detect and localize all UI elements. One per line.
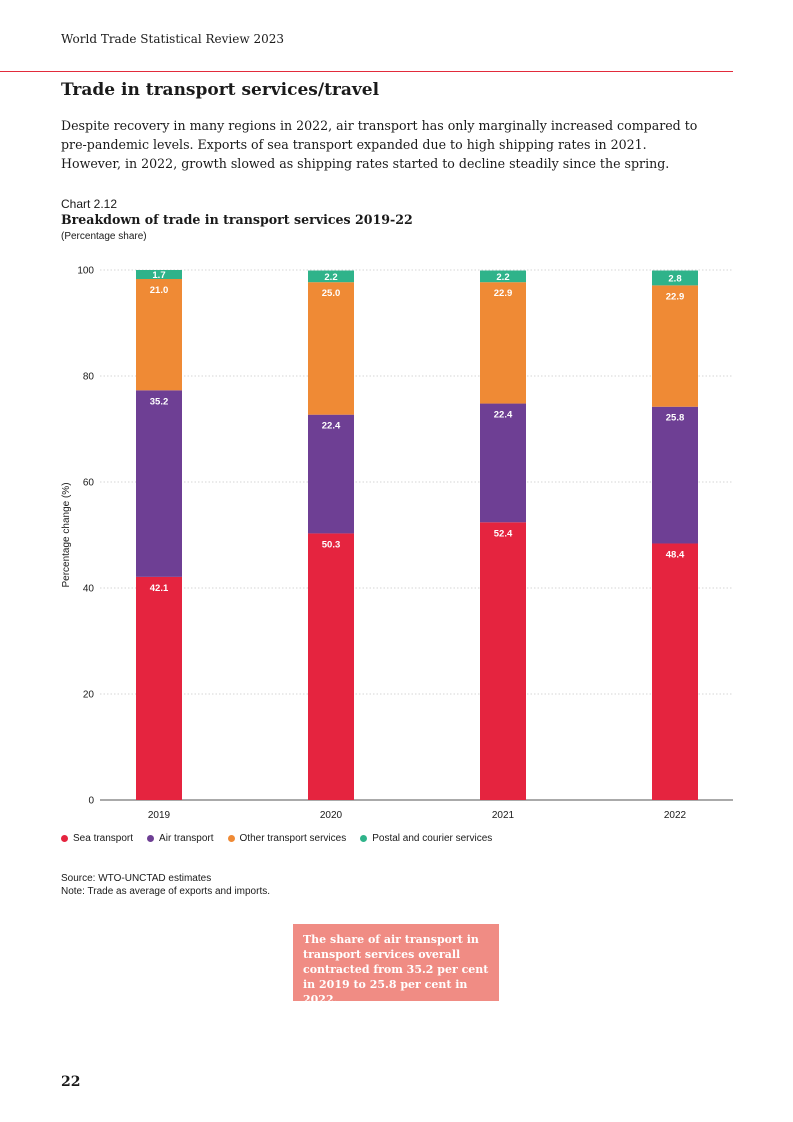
bar-segment — [136, 270, 182, 280]
section-title: Trade in transport services/travel — [61, 80, 380, 100]
bar-segment — [480, 522, 526, 800]
legend-item-postal: Postal and courier services — [360, 833, 492, 844]
y-tick-label: 60 — [83, 478, 95, 489]
bar-segment — [652, 285, 698, 407]
data-label: 42.1 — [150, 583, 169, 594]
bar-segment — [652, 270, 698, 286]
legend-item-air: Air transport — [147, 833, 214, 844]
legend-item-other: Other transport services — [227, 833, 347, 844]
chart-number: Chart 2.12 — [61, 197, 118, 211]
data-label: 22.4 — [494, 410, 513, 421]
bar-segment — [652, 406, 698, 544]
legend-dot-postal — [360, 835, 368, 842]
data-label: 50.3 — [322, 539, 341, 550]
legend-label-air: Air transport — [159, 833, 214, 844]
bar-segment — [308, 282, 354, 415]
method-note: Note: Trade as average of exports and im… — [61, 886, 270, 897]
bar-segment — [308, 270, 354, 283]
header-rule — [0, 71, 733, 72]
stacked-bar-chart: 0 20 40 60 80 100 Percentage change (%) 42.1 35.… — [61, 266, 733, 821]
chart-legend: Sea transport Air transport Other transp… — [61, 833, 492, 844]
chart-title: Breakdown of trade in transport services… — [61, 212, 413, 227]
legend-dot-other — [227, 835, 235, 842]
publication-header: World Trade Statistical Review 2023 — [61, 32, 284, 46]
y-tick-label: 100 — [77, 266, 94, 277]
data-label: 1.7 — [152, 270, 165, 281]
data-label: 52.4 — [494, 528, 513, 539]
y-tick-label: 20 — [83, 690, 95, 701]
data-label: 22.9 — [494, 288, 513, 299]
bar-segment — [308, 414, 354, 534]
bar-segment — [480, 282, 526, 404]
bar-segment — [136, 576, 182, 800]
data-label: 2.2 — [324, 272, 337, 283]
bar-segment — [136, 390, 182, 577]
data-label: 25.8 — [666, 413, 685, 424]
y-tick-label: 80 — [83, 372, 95, 383]
legend-dot-sea — [61, 835, 68, 842]
x-tick-label: 2022 — [664, 810, 687, 821]
bar-segment — [480, 270, 526, 283]
page-number: 22 — [61, 1074, 81, 1090]
data-label: 2.2 — [496, 272, 509, 283]
data-label: 35.2 — [150, 396, 169, 407]
y-axis-title: Percentage change (%) — [61, 482, 72, 587]
x-tick-label: 2020 — [320, 810, 343, 821]
intro-paragraph: Despite recovery in many regions in 2022… — [61, 118, 698, 171]
legend-label-postal: Postal and courier services — [372, 833, 493, 844]
chart-subtitle: (Percentage share) — [61, 231, 147, 242]
data-label: 22.4 — [322, 421, 341, 432]
legend-label-sea: Sea transport — [73, 833, 134, 844]
bar-segment — [652, 543, 698, 800]
data-label: 25.0 — [322, 288, 341, 299]
data-label: 48.4 — [666, 549, 685, 560]
data-label: 21.0 — [150, 285, 169, 296]
callout-box: The share of air transport in transport … — [293, 924, 499, 1006]
legend-label-other: Other transport services — [239, 833, 347, 844]
source-note: Source: WTO-UNCTAD estimates — [61, 873, 212, 884]
y-tick-label: 0 — [88, 796, 94, 807]
data-label: 2.8 — [668, 273, 681, 284]
y-tick-label: 40 — [83, 584, 95, 595]
legend-item-sea: Sea transport — [61, 833, 133, 844]
legend-dot-air — [147, 835, 155, 842]
bar-segment — [308, 533, 354, 800]
bar-segment — [480, 403, 526, 523]
x-tick-label: 2021 — [492, 810, 515, 821]
x-tick-label: 2019 — [148, 810, 171, 821]
bar-segment — [136, 279, 182, 391]
data-label: 22.9 — [666, 291, 685, 302]
